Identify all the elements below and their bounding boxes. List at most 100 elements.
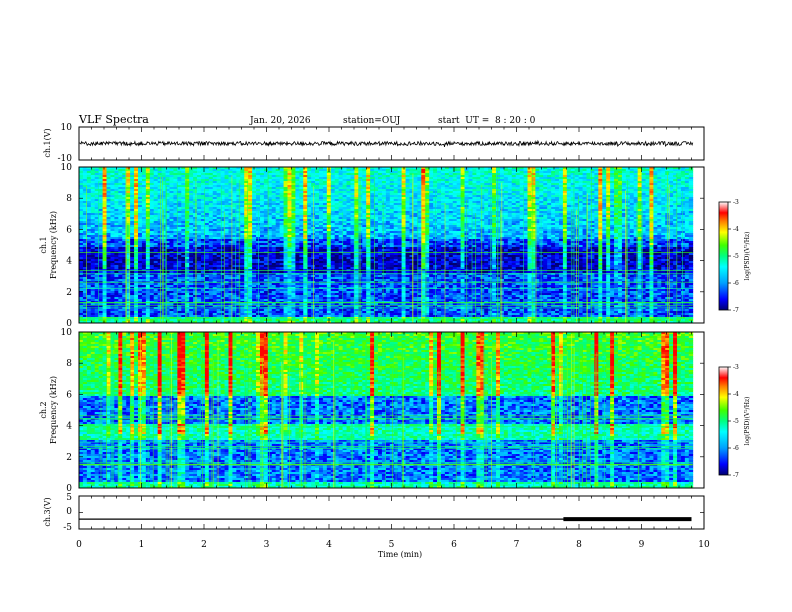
spectrogram-cell [141,199,147,202]
spectrogram-cell [118,231,123,234]
spectrogram-cell [161,203,166,206]
spectrogram-cell [153,179,159,182]
spectrogram-cell [110,289,115,292]
spectrogram-cell [102,321,107,324]
spectrogram-cell [94,181,100,184]
spectrogram-cell [138,187,143,190]
spectrogram-cell [94,249,100,252]
spectrogram-cell [145,237,151,240]
spectrogram-cell [153,279,159,282]
spectrogram-cell [122,191,127,194]
spectrogram-cell [145,297,151,300]
spectrogram-cell [138,169,143,172]
spectrogram-cell [118,303,123,306]
spectrogram-cell [145,199,151,202]
spectrogram-cell [106,207,111,210]
spectrogram-cell [110,311,115,314]
spectrogram-cell [79,255,84,258]
spectrogram-cell [86,173,92,176]
spectrogram-cell [138,291,143,294]
spectrogram-cell [138,213,143,216]
spectrogram-cell [98,271,103,274]
spectrogram-cell [79,167,84,170]
spectrogram-cell [161,227,166,230]
spectrogram-cell [126,291,131,294]
spectrogram-cell [153,247,159,250]
spectrogram-cell [161,243,166,246]
spectrogram-cell [153,259,159,262]
spectrogram-cell [157,271,163,274]
spectrogram-cell [157,237,163,240]
spectrogram-cell [94,223,100,226]
spectrogram-cell [185,199,190,202]
spectrogram-cell [149,279,155,282]
spectrogram-cell [138,305,143,308]
spectrogram-cell [141,223,147,226]
spectrogram-cell [118,259,123,262]
spectrogram-cell [94,199,100,202]
spectrogram-cell [126,275,131,278]
spectrogram-cell [79,241,84,244]
spectrogram-cell [102,189,107,192]
spectrogram-cell [173,203,178,206]
spectrogram-cell [118,183,123,186]
spectrogram-cell [149,197,155,200]
spectrogram-cell [98,223,103,226]
spectrogram-cell [98,303,103,306]
spectrogram-cell [110,259,115,262]
spectrogram-cell [118,287,123,290]
spectrogram-cell [90,321,96,324]
spectrogram-cell [181,313,186,316]
spectrogram-cell [126,185,131,188]
spectrogram-cell [90,173,96,176]
spectrogram-cell [94,277,100,280]
spectrogram-cell [82,195,88,198]
spectrogram-cell [173,279,178,282]
spectrogram-cell [82,209,88,212]
spectrogram-cell [197,239,202,242]
spectrogram-cell [102,303,107,306]
spectrogram-cell [165,261,170,264]
spectrogram-cell [94,167,100,170]
spectrogram-cell [193,203,198,206]
spectrogram-cell [197,289,202,292]
spectrogram-cell [149,245,155,248]
spectrogram-cell [138,167,143,170]
spectrogram-cell [79,215,84,218]
spectrogram-cell [149,231,155,234]
spectrogram-cell [197,225,202,228]
spectrogram-cell [106,279,111,282]
spectrogram-cell [102,279,107,282]
spectrogram-cell [197,313,202,316]
spectrogram-cell [185,315,190,318]
spectrogram-cell [122,313,127,316]
spectrogram-cell [134,257,139,260]
spectrogram-cell [134,185,139,188]
spectrogram-cell [122,173,127,176]
spectrogram-cell [79,271,84,274]
spectrogram-cell [165,199,170,202]
spectrogram-cell [189,217,194,220]
spectrogram-cell [141,215,147,218]
spectrogram-cell [106,283,111,286]
spectrogram-cell [130,297,135,300]
spectrogram-cell [173,195,178,198]
spectrogram-cell [94,183,100,186]
ch1-ytick-bottom: -10 [58,154,73,164]
spectrogram-cell [197,265,202,268]
spectrogram-cell [82,283,88,286]
spectrogram-cell [82,207,88,210]
spectrogram-cell [82,311,88,314]
spectrogram-cell [181,321,186,324]
spectrogram-cell [98,299,103,302]
spectrogram-cell [165,181,170,184]
spectrogram-cell [110,261,115,264]
spectrogram-cell [102,173,107,176]
ch1-ytick-top: 10 [61,123,73,133]
spectrogram-cell [110,215,115,218]
spectrogram-cell [138,311,143,314]
spectrogram-cell [181,209,186,212]
spectrogram-cell [161,197,166,200]
spectrogram-cell [169,239,174,242]
spectrogram-cell [82,257,88,260]
